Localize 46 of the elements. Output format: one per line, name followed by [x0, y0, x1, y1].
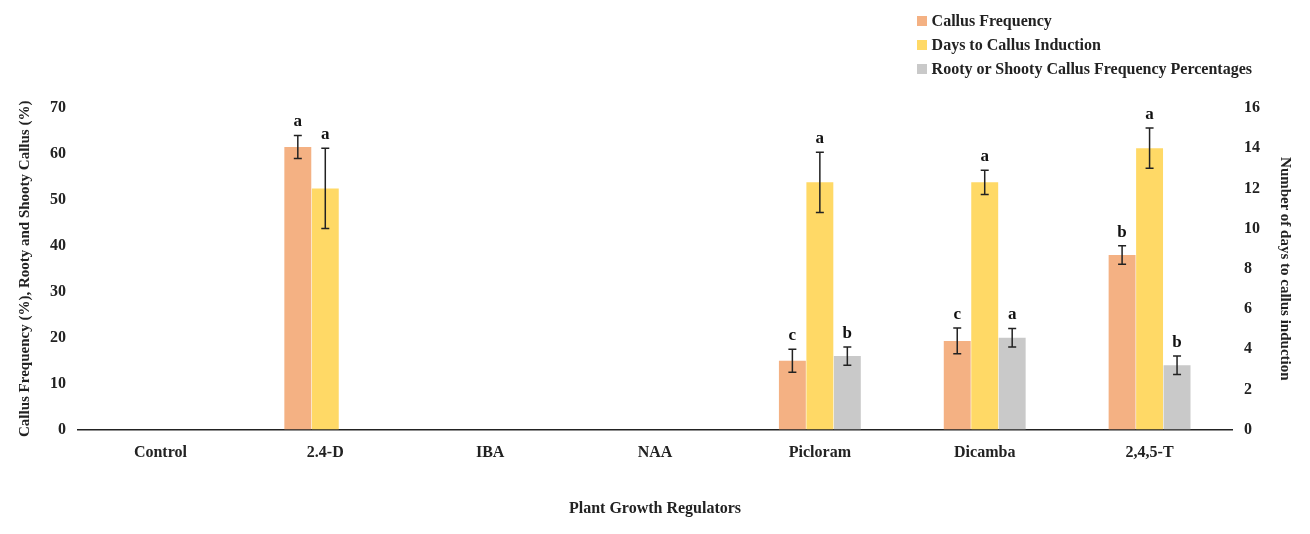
y-tick-label: 70 — [50, 98, 66, 116]
y-tick-label: 40 — [50, 235, 66, 253]
bar — [1163, 365, 1191, 430]
data-label: a — [293, 111, 303, 131]
y-tick-label: 60 — [50, 144, 66, 162]
data-label: a — [321, 124, 331, 144]
y2-tick-label: 10 — [1244, 218, 1260, 236]
bar — [833, 356, 861, 430]
y2-tick-label: 4 — [1244, 339, 1252, 357]
bar — [778, 360, 806, 430]
y-tick-label: 30 — [50, 281, 66, 299]
x-tick-label: Control — [133, 443, 188, 461]
legend-label: Days to Callus Induction — [931, 36, 1101, 54]
y2-tick-label: 8 — [1244, 258, 1252, 276]
x-tick-label: 2,4,5-T — [1125, 443, 1174, 461]
data-label: b — [842, 322, 853, 342]
legend-label: Rooty or Shooty Callus Frequency Percentages — [931, 60, 1252, 78]
data-label: c — [788, 325, 797, 345]
y2-tick-label: 16 — [1244, 98, 1260, 116]
x-tick-label: 2.4-D — [306, 443, 344, 461]
x-tick-label: IBA — [475, 443, 505, 461]
data-label: a — [980, 146, 990, 166]
y-tick-label: 20 — [50, 327, 66, 345]
x-tick-label: NAA — [637, 443, 673, 461]
y2-axis-title: Number of days to callus induction — [1278, 157, 1295, 382]
bar — [971, 182, 999, 430]
y-axis-title: Callus Frequency (%), Rooty and Shooty Callus (%) — [15, 100, 33, 438]
y-tick-label: 50 — [50, 190, 66, 208]
x-axis-title: Plant Growth Regulators — [568, 498, 742, 517]
data-label: b — [1117, 221, 1127, 241]
bar — [806, 182, 834, 430]
y2-tick-label: 6 — [1244, 299, 1252, 317]
y2-tick-label: 12 — [1244, 178, 1260, 196]
x-tick-label: Dicamba — [954, 443, 1016, 461]
y2-tick-label: 14 — [1244, 138, 1260, 156]
y-tick-label: 0 — [58, 419, 66, 437]
y2-tick-label: 0 — [1244, 419, 1252, 437]
y-tick-label: 10 — [50, 373, 66, 391]
data-label: a — [1007, 304, 1017, 324]
data-label: a — [815, 128, 825, 148]
data-label: c — [953, 303, 962, 323]
legend-label: Callus Frequency — [931, 12, 1052, 30]
data-label: a — [1145, 103, 1155, 123]
x-tick-label: Picloram — [788, 443, 852, 461]
y2-tick-label: 2 — [1244, 379, 1252, 397]
data-label: b — [1172, 331, 1182, 351]
